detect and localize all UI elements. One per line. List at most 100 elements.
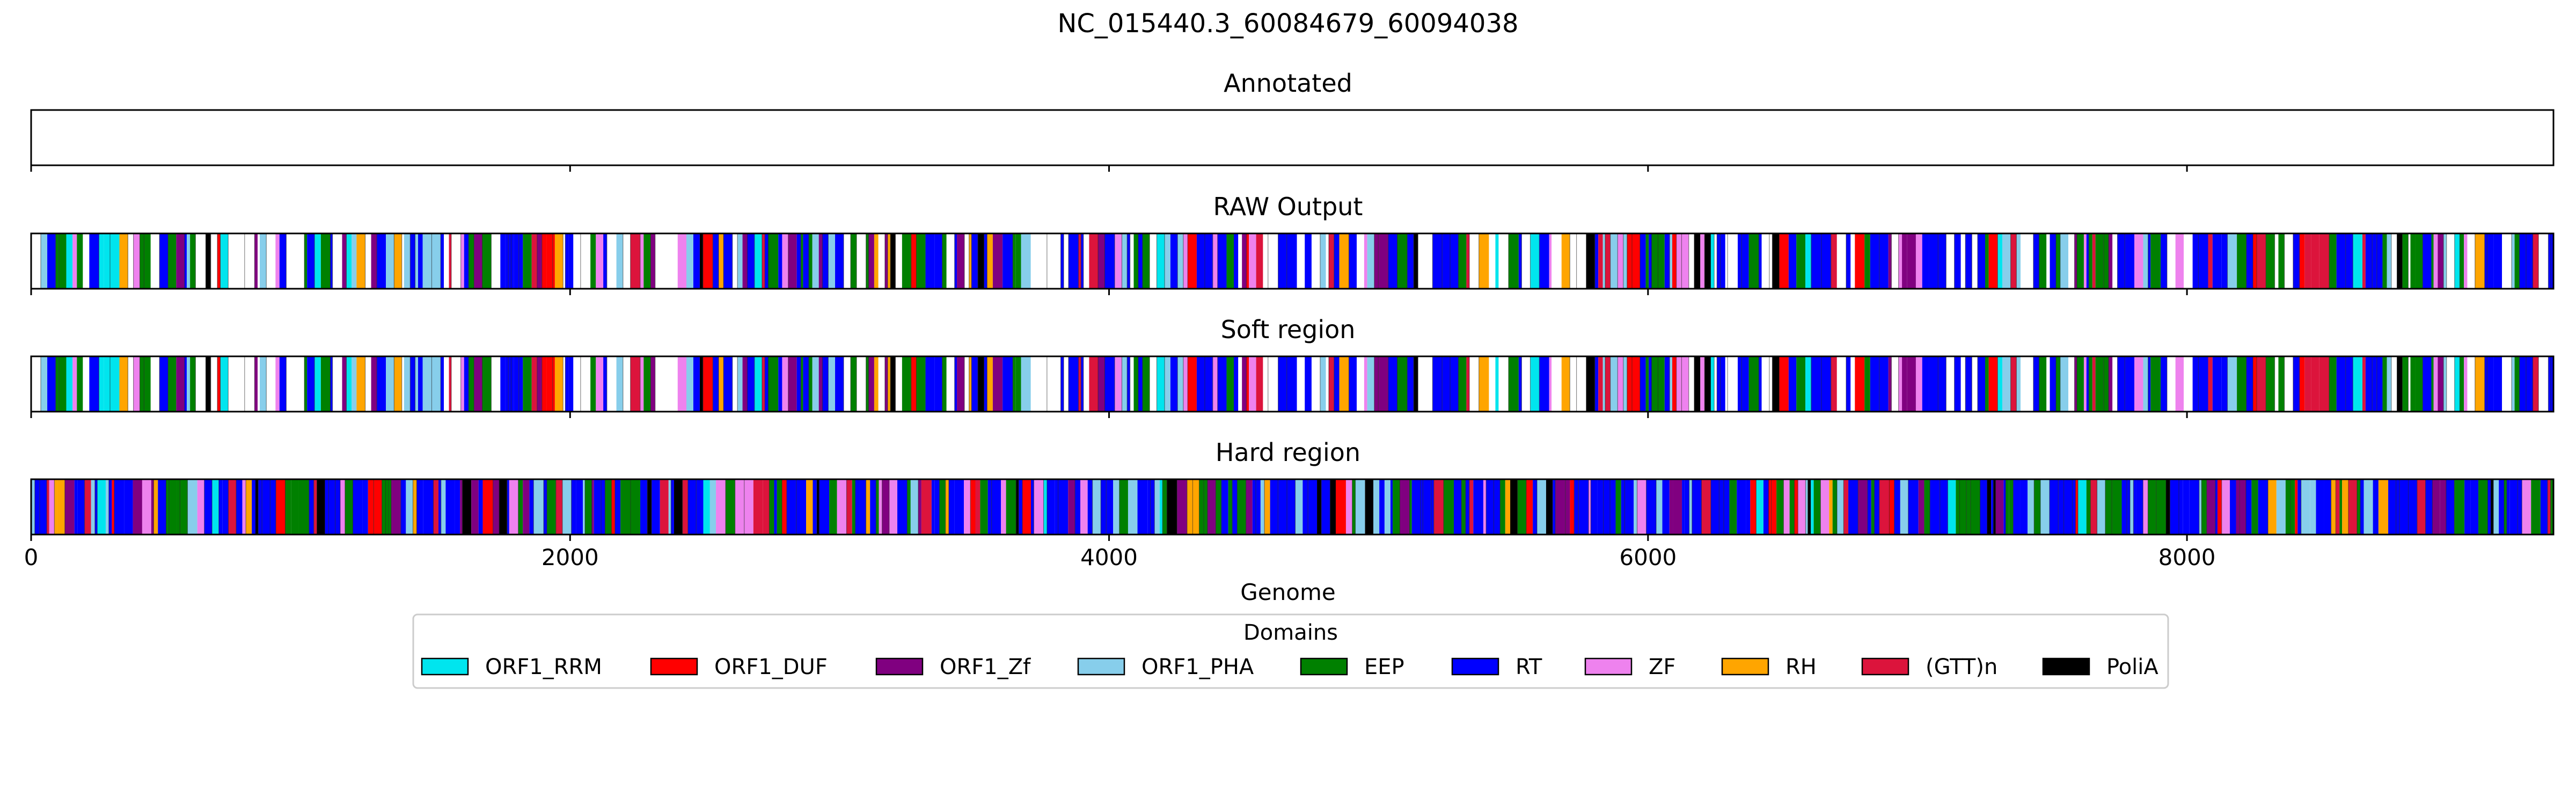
domain-segment (2266, 356, 2275, 412)
domain-segment (1898, 233, 1902, 289)
domain-segment (614, 479, 621, 535)
x-tick-label: 8000 (2158, 544, 2216, 570)
domain-segment (1704, 356, 1711, 412)
domain-segment (2509, 479, 2518, 535)
domain-segment (1183, 356, 1188, 412)
domain-segment (2533, 356, 2539, 412)
domain-segment (1748, 356, 1759, 412)
domain-segment (523, 356, 532, 412)
domain-segment (511, 356, 514, 412)
domain-segment (340, 479, 345, 535)
domain-segment (2198, 356, 2208, 412)
domain-segment (140, 233, 144, 289)
domain-segment (159, 233, 169, 289)
domain-segment (133, 356, 140, 412)
domain-segment (1495, 356, 1499, 412)
domain-segment (330, 233, 333, 289)
domain-segment (1576, 233, 1586, 289)
domain-segment (2382, 233, 2387, 289)
domain-segment (895, 356, 902, 412)
domain-segment (1960, 356, 1966, 412)
domain-segment (2060, 356, 2069, 412)
domain-segment (309, 479, 314, 535)
domain-segment (275, 233, 280, 289)
domain-segment (878, 233, 885, 289)
domain-segment (565, 356, 569, 412)
domain-segment (1759, 233, 1762, 289)
domain-segment (518, 233, 523, 289)
domain-segment (1915, 233, 1922, 289)
domain-segment (1624, 479, 1634, 535)
domain-segment (1836, 479, 1844, 535)
track-title: Hard region (1216, 438, 1360, 467)
domain-segment (911, 356, 917, 412)
domain-segment (1013, 233, 1016, 289)
domain-segment (1204, 356, 1213, 412)
domain-segment (1761, 233, 1769, 289)
domain-segment (474, 356, 482, 412)
domain-segment (852, 479, 855, 535)
domain-segment (2068, 356, 2075, 412)
domain-segment (1060, 356, 1064, 412)
domain-segment (2432, 479, 2440, 535)
domain-segment (1167, 479, 1177, 535)
domain-segment (1918, 479, 1924, 535)
domain-segment (204, 479, 213, 535)
domain-segment (31, 356, 41, 412)
domain-segment (1867, 479, 1871, 535)
domain-segment (330, 356, 333, 412)
domain-segment (1278, 233, 1287, 289)
domain-segment (220, 233, 229, 289)
domain-segment (1710, 479, 1719, 535)
domain-segment (1669, 479, 1673, 535)
domain-segment (1263, 233, 1268, 289)
domain-segment (1078, 233, 1081, 289)
domain-segment (385, 479, 389, 535)
legend-entry-orf1-pha: ORF1_PHA (1077, 655, 1254, 679)
domain-segment (2021, 356, 2028, 412)
domain-segment (2522, 479, 2531, 535)
domain-segment (1473, 479, 1483, 535)
domain-segment (2183, 479, 2190, 535)
domain-segment (846, 479, 852, 535)
legend-label: (GTT)n (1926, 655, 1997, 679)
domain-segment (855, 479, 860, 535)
domain-segment (184, 356, 187, 412)
domain-segment (2246, 356, 2253, 412)
domain-segment (1232, 479, 1238, 535)
track-frame (30, 232, 2555, 290)
domain-segment (1450, 356, 1459, 412)
domain-segment (1138, 233, 1143, 289)
domain-segment (777, 479, 782, 535)
domain-segment (2550, 479, 2553, 535)
domain-segment (1133, 233, 1138, 289)
domain-segment (307, 233, 315, 289)
domain-segment (1384, 479, 1391, 535)
domain-segment (1058, 479, 1069, 535)
domain-segment (1788, 233, 1797, 289)
domain-segment (1688, 233, 1694, 289)
domain-segment (1938, 233, 1946, 289)
domain-segment (1710, 356, 1715, 412)
domain-segment (1768, 479, 1772, 535)
domain-segment (242, 479, 246, 535)
domain-segment (2148, 479, 2156, 535)
domain-segment (1972, 233, 1978, 289)
domain-segment (713, 356, 719, 412)
domain-segment (1746, 479, 1751, 535)
domain-segment (228, 233, 235, 289)
domain-segment (1728, 233, 1738, 289)
domain-segment (1725, 356, 1728, 412)
domain-segment (1122, 233, 1128, 289)
domain-segment (762, 233, 765, 289)
domain-segment (2227, 356, 2237, 412)
domain-segment (1187, 479, 1193, 535)
domain-segment (1064, 233, 1069, 289)
domain-segment (2304, 356, 2311, 412)
domain-segment (410, 356, 415, 412)
domain-segment (114, 479, 125, 535)
domain-segment (682, 479, 688, 535)
domain-segment (2475, 356, 2485, 412)
x-tick-label: 6000 (1619, 544, 1677, 570)
domain-segment (2548, 233, 2551, 289)
